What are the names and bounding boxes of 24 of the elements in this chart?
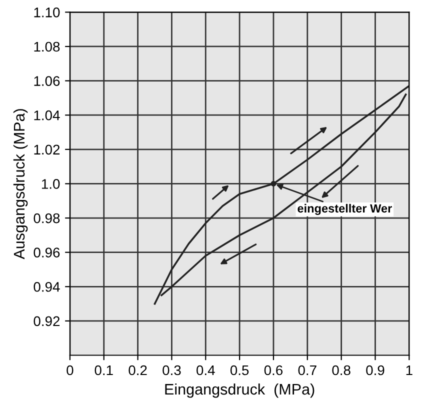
x-tick-label: 0.3: [162, 365, 181, 376]
y-tick-label: 1.08: [34, 42, 60, 52]
x-tick-label: 0.6: [264, 365, 283, 376]
x-tick-label: 0.5: [230, 365, 249, 376]
x-tick-label: 0.7: [298, 365, 316, 376]
y-tick-label: 0.98: [34, 213, 60, 224]
x-axis-title: Eingangsdruck (MPa): [165, 383, 314, 398]
x-tick-label: 0.9: [366, 365, 384, 376]
x-tick-label: 0.4: [196, 365, 215, 376]
y-tick-label: 1.02: [34, 144, 60, 155]
y-tick-label: 0.94: [34, 282, 60, 292]
x-tick-label: 0.8: [332, 365, 350, 376]
y-tick-label: 1.0: [42, 179, 60, 189]
y-tick-label: 0.92: [34, 316, 60, 326]
x-tick-label: 0.2: [128, 365, 147, 376]
y-tick-label: 1.10: [34, 8, 60, 18]
x-tick-label: 0: [66, 365, 74, 376]
y-tick-label: 1.06: [34, 76, 60, 86]
y-tick-label: 0.96: [34, 248, 60, 258]
annotation: eingestellter Wer: [298, 204, 392, 215]
y-axis-title: Ausgangsdruck (MPa): [13, 109, 28, 260]
y-tick-label: 1.04: [34, 110, 60, 120]
x-tick-label: 0.1: [94, 365, 113, 376]
x-tick-label: 1: [406, 365, 412, 376]
